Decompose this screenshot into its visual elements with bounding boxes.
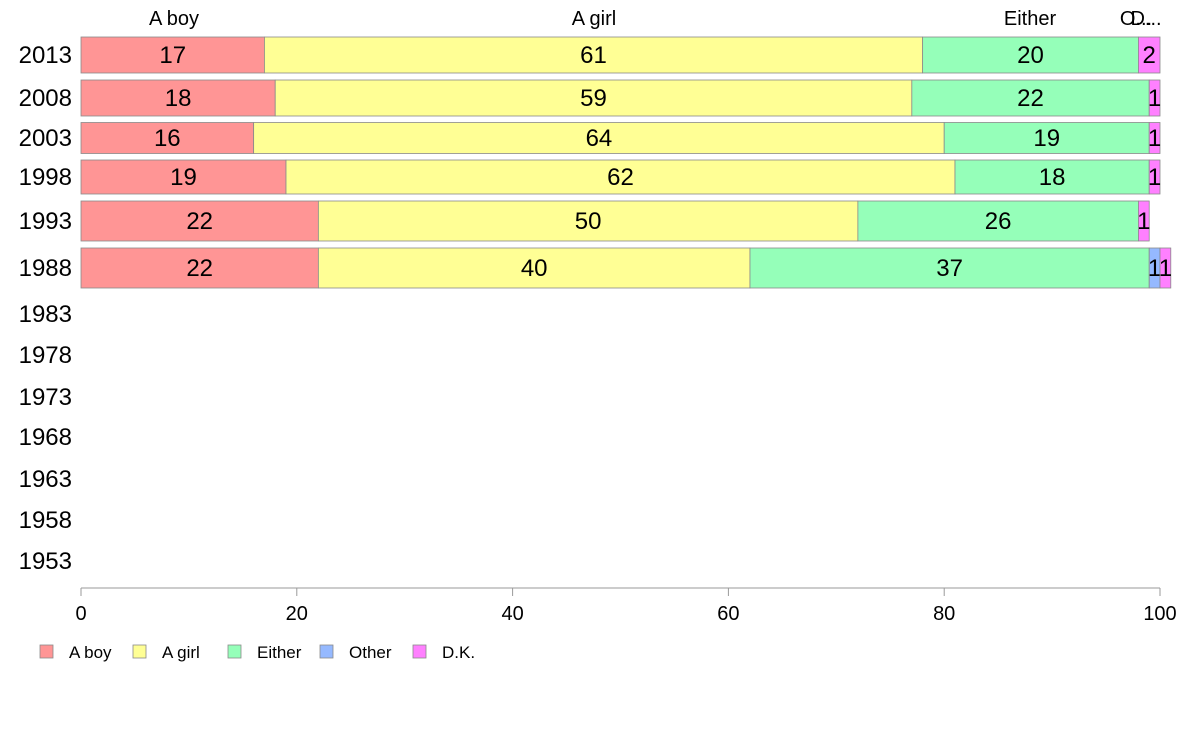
year-label: 1968 <box>19 424 72 451</box>
year-label: 1978 <box>19 342 72 369</box>
bar-segment <box>285 159 956 195</box>
data-label: 18 <box>1039 164 1066 191</box>
data-label: 1 <box>1137 208 1150 235</box>
legend-label: A boy <box>69 643 112 662</box>
legend-swatch <box>412 644 427 659</box>
x-tick-label: 40 <box>501 603 523 625</box>
column-header: D... <box>1130 8 1161 30</box>
year-label: 1963 <box>19 466 72 493</box>
bar-segment <box>1148 122 1161 154</box>
data-label: 59 <box>580 85 607 112</box>
legend-swatch <box>132 644 147 659</box>
column-header: O... <box>1120 8 1152 30</box>
data-label: 64 <box>586 125 613 152</box>
bar-segment <box>253 122 945 154</box>
x-tick-label: 100 <box>1143 603 1176 625</box>
data-label: 16 <box>154 125 181 152</box>
data-label: 1 <box>1148 85 1161 112</box>
year-label: 1993 <box>19 208 72 235</box>
legend-label: Other <box>349 643 392 662</box>
bar-segment <box>1138 200 1150 242</box>
legend-swatch <box>319 644 334 659</box>
bar-segment <box>80 200 319 242</box>
year-label: 1998 <box>19 164 72 191</box>
data-label: 18 <box>165 85 192 112</box>
data-label: 19 <box>170 164 197 191</box>
data-label: 37 <box>936 255 963 282</box>
bar-segment <box>911 79 1150 117</box>
data-label: 2 <box>1143 42 1156 69</box>
year-label: 1958 <box>19 507 72 534</box>
column-header: Either <box>1004 8 1057 30</box>
data-label: 19 <box>1033 125 1060 152</box>
x-tick-label: 0 <box>75 603 86 625</box>
bar-segment <box>80 79 276 117</box>
bar-segment <box>274 79 913 117</box>
data-label: 26 <box>985 208 1012 235</box>
bar-segment <box>857 200 1139 242</box>
bar-segment <box>1148 79 1161 117</box>
bar-segment <box>317 247 751 289</box>
year-label: 2013 <box>19 42 72 69</box>
x-tick-label: 80 <box>933 603 955 625</box>
bars: 17 61 20 2 18 59 22 1 16 64 19 1 19 62 18 1 22 50 26 1 22 40 3… <box>80 36 1172 289</box>
data-label: 22 <box>186 208 213 235</box>
data-label: 20 <box>1017 42 1044 69</box>
legend: A boy A girl Either Other D.K. <box>39 643 475 662</box>
data-label: 1 <box>1148 255 1161 282</box>
year-label: 1983 <box>19 301 72 328</box>
data-label: 1 <box>1148 125 1161 152</box>
bar-segment <box>1148 159 1161 195</box>
year-label: 1973 <box>19 384 72 411</box>
year-label: 1953 <box>19 548 72 575</box>
bar-segment <box>1138 36 1161 74</box>
data-label: 61 <box>580 42 607 69</box>
column-header: A girl <box>572 8 616 30</box>
bar-segment <box>264 36 924 74</box>
column-header: A boy <box>149 8 199 30</box>
x-axis: 0 20 40 60 80 100 <box>75 587 1177 625</box>
data-label: 50 <box>575 208 602 235</box>
data-label: 40 <box>521 255 548 282</box>
bar-segment <box>749 247 1150 289</box>
year-label: 1988 <box>19 255 72 282</box>
legend-label: D.K. <box>442 643 475 662</box>
legend-label: Either <box>257 643 302 662</box>
bar-segment <box>317 200 859 242</box>
data-label: 62 <box>607 164 634 191</box>
bar-segment <box>943 122 1150 154</box>
legend-label: A girl <box>162 643 200 662</box>
legend-swatch <box>39 644 54 659</box>
bar-segment <box>954 159 1150 195</box>
x-tick-label: 20 <box>286 603 308 625</box>
bar-segment <box>80 247 319 289</box>
year-label: 2008 <box>19 85 72 112</box>
data-label: 22 <box>186 255 213 282</box>
x-tick-label: 60 <box>717 603 739 625</box>
data-label: 1 <box>1148 164 1161 191</box>
data-label: 17 <box>159 42 186 69</box>
column-headers: A boy A girl Either O...D... <box>149 8 1162 30</box>
year-label: 2003 <box>19 125 72 152</box>
bar-segment <box>1159 247 1172 289</box>
year-labels: 2013 2008 2003 1998 1993 1988 1983 1978 1973 1968… <box>19 42 72 575</box>
bar-segment <box>80 122 255 154</box>
data-label: 1 <box>1159 255 1172 282</box>
legend-swatch <box>227 644 242 659</box>
data-label: 22 <box>1017 85 1044 112</box>
